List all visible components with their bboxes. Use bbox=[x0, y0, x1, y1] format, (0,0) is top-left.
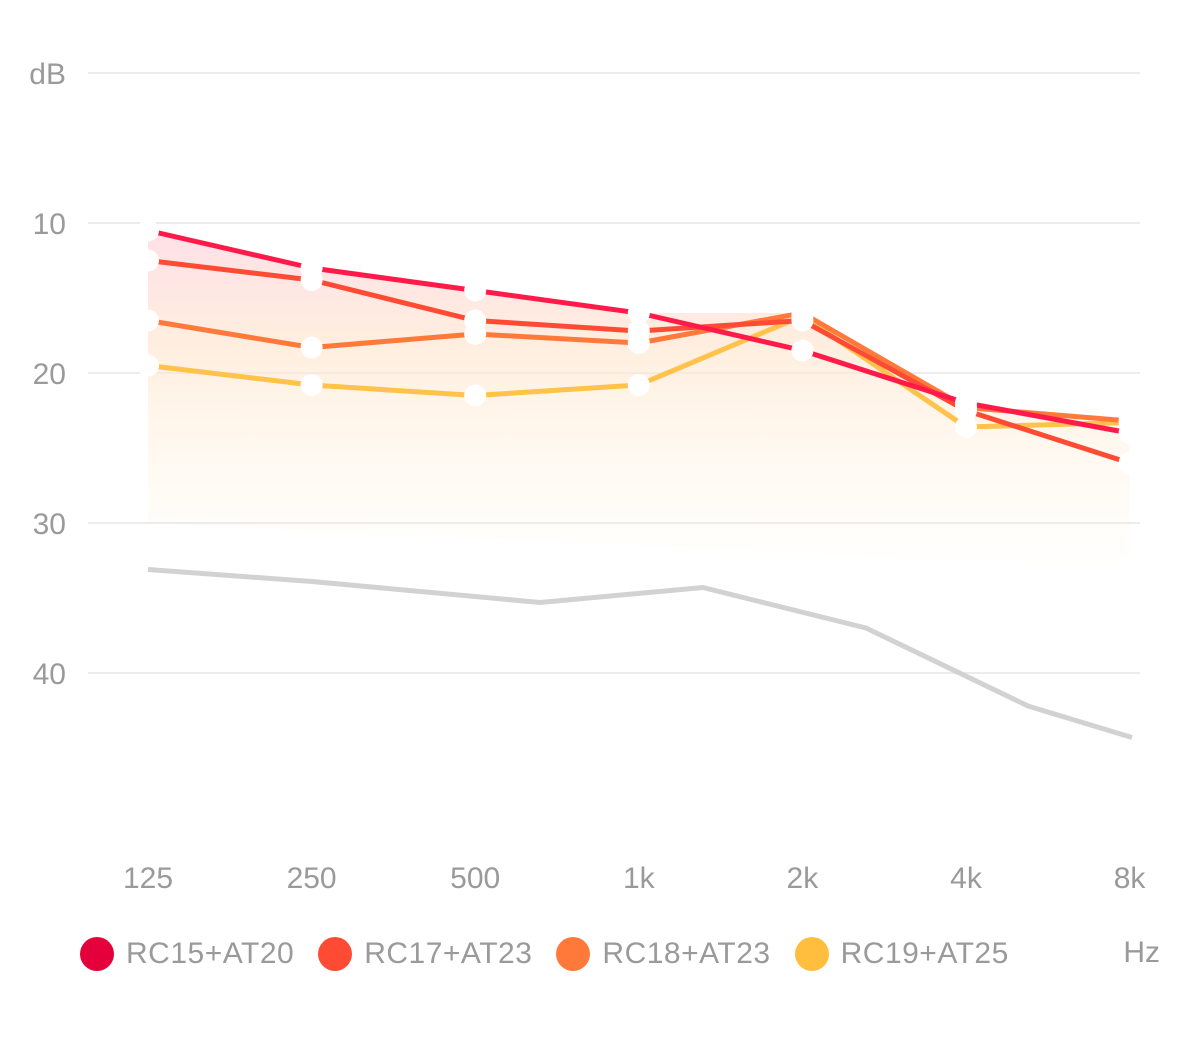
data-point[interactable] bbox=[464, 309, 487, 332]
data-point[interactable] bbox=[137, 249, 159, 272]
y-tick-label: 30 bbox=[33, 508, 66, 541]
data-point[interactable] bbox=[791, 339, 814, 362]
data-point[interactable] bbox=[137, 354, 159, 377]
legend-swatch-icon bbox=[80, 937, 114, 971]
data-point[interactable] bbox=[137, 219, 159, 242]
legend-item[interactable]: RC19+AT25 bbox=[794, 937, 1009, 971]
data-point[interactable] bbox=[627, 374, 650, 396]
data-point[interactable] bbox=[791, 309, 814, 332]
x-tick-label: 1k bbox=[623, 862, 656, 895]
y-tick-label: 40 bbox=[33, 658, 66, 691]
data-point[interactable] bbox=[464, 384, 487, 407]
baseline-line bbox=[147, 567, 1133, 740]
legend-swatch-icon bbox=[794, 937, 829, 971]
band-fill bbox=[148, 230, 1130, 568]
data-point[interactable] bbox=[955, 392, 977, 414]
legend-swatch-icon bbox=[556, 937, 591, 971]
x-tick-label: 8k bbox=[1114, 862, 1147, 895]
data-point[interactable] bbox=[300, 336, 323, 359]
x-tick-label: 250 bbox=[287, 862, 337, 895]
data-point[interactable] bbox=[955, 416, 977, 438]
x-tick-label: 2k bbox=[787, 862, 820, 895]
legend-label: RC19+AT25 bbox=[840, 937, 1009, 970]
baseline-series bbox=[147, 567, 1133, 740]
legend-item[interactable]: RC18+AT23 bbox=[556, 937, 770, 971]
legend-label: RC17+AT23 bbox=[364, 937, 533, 970]
data-point[interactable] bbox=[300, 257, 323, 279]
legend-label: RC18+AT23 bbox=[602, 937, 771, 970]
legend-swatch-icon bbox=[318, 937, 353, 971]
data-point[interactable] bbox=[1118, 422, 1141, 444]
data-point[interactable] bbox=[627, 302, 650, 324]
legend-item[interactable]: RC17+AT23 bbox=[318, 937, 532, 971]
data-point[interactable] bbox=[300, 374, 323, 396]
y-tick-label: 10 bbox=[33, 208, 66, 241]
legend: RC15+AT20 RC17+AT23 RC18+AT23 RC19+AT25 bbox=[80, 930, 1170, 978]
y-axis-unit-label: dB bbox=[29, 58, 66, 91]
band-fill-area bbox=[148, 230, 1130, 568]
x-tick-label: 4k bbox=[950, 862, 983, 895]
y-tick-label: 20 bbox=[33, 358, 66, 391]
data-point[interactable] bbox=[137, 309, 159, 332]
x-axis-labels: 125 250 500 1k 2k 4k 8k bbox=[123, 862, 1146, 895]
data-point[interactable] bbox=[1118, 452, 1141, 474]
series-points bbox=[137, 219, 1141, 474]
legend-item[interactable]: RC15+AT20 bbox=[80, 937, 294, 971]
y-axis-labels: dB 10 20 30 40 bbox=[29, 58, 66, 691]
x-tick-label: 500 bbox=[450, 862, 500, 895]
legend-label: RC15+AT20 bbox=[126, 937, 295, 970]
data-point[interactable] bbox=[627, 320, 650, 342]
x-tick-label: 125 bbox=[123, 862, 173, 895]
x-axis-unit-label: Hz bbox=[1123, 936, 1160, 969]
data-point[interactable] bbox=[464, 279, 487, 302]
